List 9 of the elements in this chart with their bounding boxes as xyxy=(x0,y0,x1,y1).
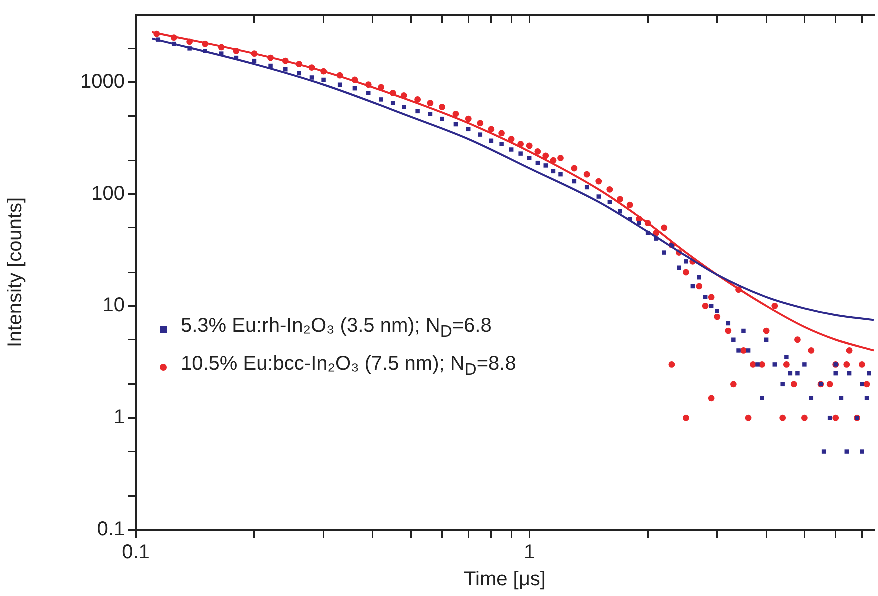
x-axis-title: Time [μs] xyxy=(464,568,546,591)
legend-label: 5.3% Eu:rh-In₂O₃ (3.5 nm); N$_{D}$=6.8 xyxy=(181,314,492,343)
y-tick-label: 1000 xyxy=(80,70,125,93)
y-tick-label: 0.1 xyxy=(97,518,125,541)
y-tick-label: 100 xyxy=(92,182,125,205)
y-tick-label: 10 xyxy=(102,294,125,317)
y-tick-label: 1 xyxy=(114,406,125,429)
y-axis-title: Intensity [counts] xyxy=(4,197,27,348)
legend-label: 10.5% Eu:bcc-In₂O₃ (7.5 nm); N$_{D}$=8.8 xyxy=(181,352,516,381)
